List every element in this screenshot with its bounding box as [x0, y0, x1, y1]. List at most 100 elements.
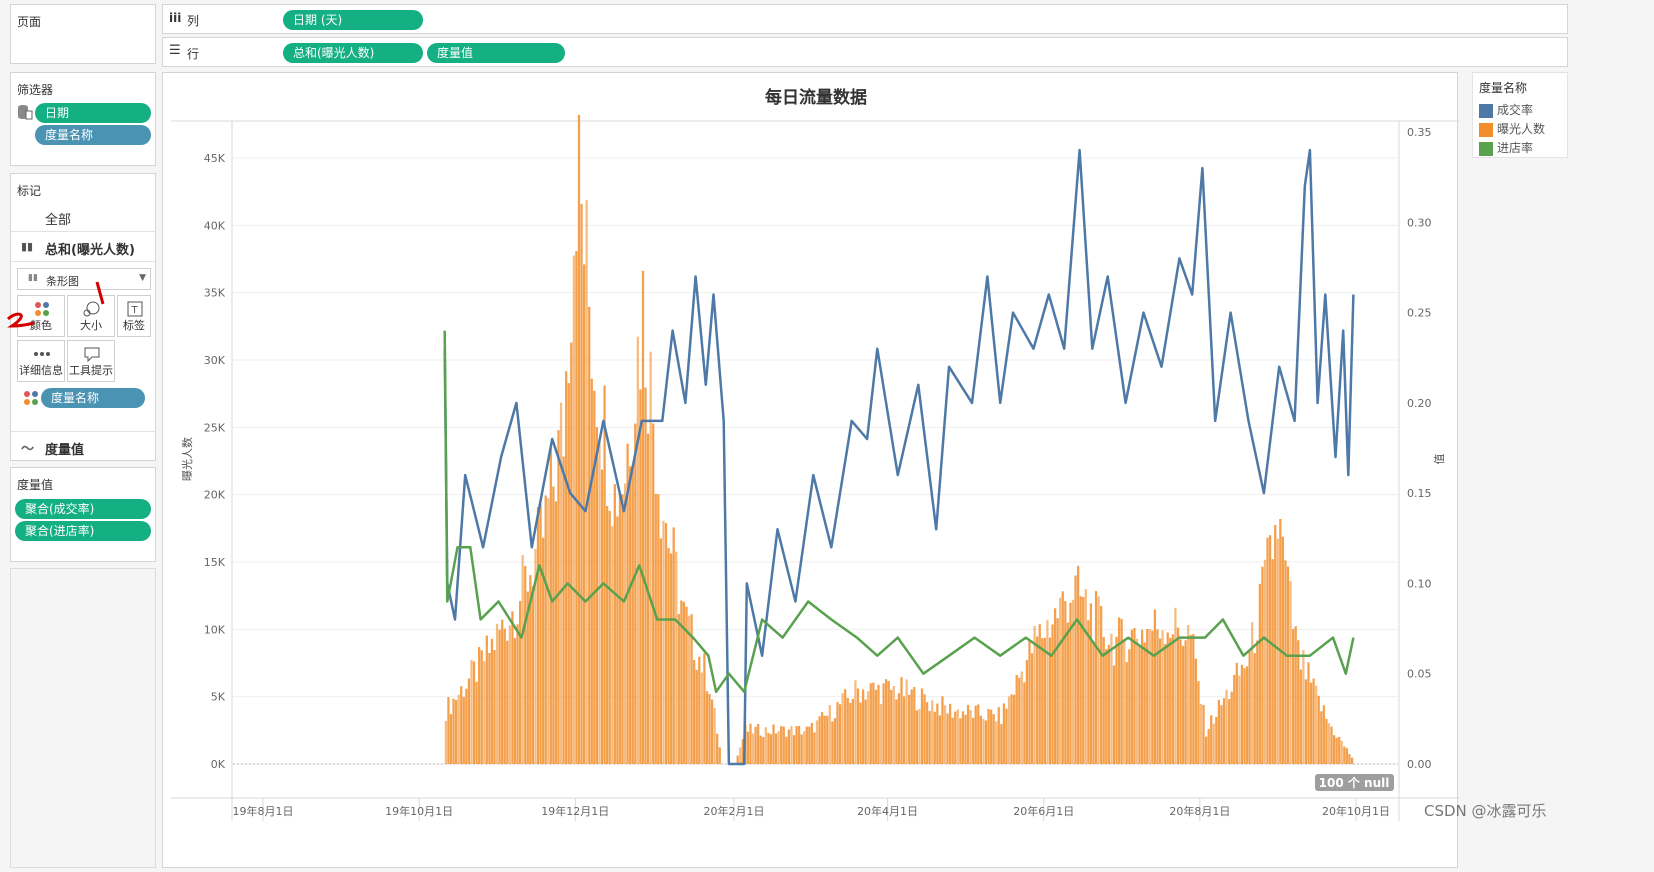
bar-exposure — [698, 656, 701, 764]
tooltip-button[interactable]: 工具提示 — [67, 340, 115, 382]
bar-exposure — [695, 669, 698, 764]
bar-exposure — [649, 351, 652, 764]
bar-exposure — [741, 739, 744, 764]
bar-exposure — [925, 702, 929, 764]
bar-exposure — [1130, 629, 1134, 764]
filter-pill-measure-names[interactable]: 度量名称 — [35, 125, 151, 145]
bar-exposure — [577, 114, 581, 764]
bar-exposure — [1143, 642, 1146, 764]
bar-exposure — [572, 255, 575, 765]
filter-pill-date[interactable]: 日期 — [35, 103, 151, 123]
bar-exposure — [636, 336, 639, 764]
bar-exposure — [864, 699, 867, 764]
bar-exposure — [593, 390, 596, 764]
bar-exposure — [849, 703, 852, 764]
bar-exposure — [1179, 639, 1182, 764]
bar-exposure — [1171, 634, 1174, 764]
bar-exposure — [626, 443, 629, 764]
bar-exposure — [785, 736, 788, 764]
bar-exposure — [1066, 622, 1070, 764]
bar-exposure — [1174, 607, 1177, 764]
bar-exposure — [1243, 668, 1246, 764]
x-tick-label: 20年4月1日 — [857, 804, 918, 818]
columns-shelf[interactable]: iii 列 日期 (天) — [162, 4, 1568, 34]
legend-panel[interactable]: 度量名称 成交率 曝光人数 进店率 — [1472, 72, 1568, 158]
bar-exposure — [1194, 658, 1197, 764]
bar-exposure — [565, 371, 568, 764]
color-button-label: 颜色 — [30, 319, 52, 332]
measure-values-panel[interactable]: 度量值 聚合(成交率) 聚合(进店率) — [10, 467, 156, 562]
legend-item-conversion[interactable]: 成交率 — [1479, 101, 1533, 118]
rows-shelf[interactable]: ☰ 行 总和(曝光人数) 度量值 — [162, 37, 1568, 67]
label-button[interactable]: T 标签 — [117, 295, 151, 337]
color-button[interactable]: 颜色 — [17, 295, 65, 337]
size-button[interactable]: 大小 — [67, 295, 115, 337]
bar-exposure — [1204, 736, 1208, 764]
chart-svg[interactable]: 每日流量数据 0K 5K 10K 15K 20K 25K 30K 35K 40K 45K 0.00… — [163, 73, 1459, 869]
bar-exposure — [977, 704, 980, 764]
chart-container[interactable]: 每日流量数据 0K 5K 10K 15K 20K 25K 30K 35K 40K 45K 0.00… — [162, 72, 1459, 869]
bar-exposure — [1076, 565, 1080, 764]
bar-exposure — [1266, 537, 1269, 764]
bar-exposure — [1332, 735, 1336, 764]
bar-exposure — [938, 715, 942, 764]
marks-exposure-tab[interactable]: ▮▮ 总和(曝光人数) — [11, 232, 155, 262]
marks-panel[interactable]: 标记 全部 ▮▮ 总和(曝光人数) ▮▮ 条形图 ▼ 颜色 大小 T 标签 详细… — [10, 173, 156, 461]
bar-exposure — [1125, 662, 1128, 764]
y2-tick-label: 0.00 — [1407, 758, 1432, 771]
bar-exposure — [1192, 633, 1195, 764]
y-tick-label: 35K — [204, 287, 226, 300]
bar-exposure — [1112, 665, 1116, 764]
color-dots-icon — [35, 302, 49, 316]
bar-exposure — [582, 264, 586, 764]
bar-exposure — [631, 467, 634, 764]
bar-exposure — [534, 548, 537, 764]
bar-exposure — [539, 504, 542, 764]
pages-panel[interactable]: 页面 — [10, 4, 156, 64]
bar-exposure — [1220, 705, 1223, 764]
rows-pill-measure-values[interactable]: 度量值 — [427, 43, 565, 63]
legend-item-entry[interactable]: 进店率 — [1479, 139, 1533, 156]
annotation-stroke-1 — [95, 281, 105, 305]
bar-exposure — [1294, 626, 1297, 764]
bar-exposure — [969, 709, 972, 764]
legend-item-exposure[interactable]: 曝光人数 — [1479, 120, 1545, 137]
measure-pill-entry[interactable]: 聚合(进店率) — [15, 521, 151, 541]
bar-exposure — [557, 430, 560, 764]
database-filter-icon — [18, 105, 33, 120]
marks-all-tab[interactable]: 全部 — [11, 202, 155, 232]
bar-exposure — [879, 704, 883, 764]
bar-exposure — [654, 493, 657, 764]
marks-measure-values-tab[interactable]: 〜 度量值 — [11, 431, 155, 461]
bar-exposure — [580, 203, 583, 764]
x-tick-label: 19年12月1日 — [541, 804, 609, 818]
marks-color-pill[interactable]: 度量名称 — [41, 388, 145, 408]
rows-pill-exposure[interactable]: 总和(曝光人数) — [283, 43, 423, 63]
y-tick-label: 30K — [204, 354, 226, 367]
bar-exposure — [1248, 650, 1251, 764]
bar-exposure — [1315, 685, 1318, 764]
x-tick-label: 20年2月1日 — [703, 804, 764, 818]
bar-exposure — [682, 601, 686, 764]
null-badge-bg[interactable] — [1315, 774, 1394, 791]
columns-pill-date[interactable]: 日期 (天) — [283, 10, 423, 30]
bar-exposure — [989, 709, 993, 764]
null-badge-text[interactable]: 100 个 null — [1319, 775, 1390, 790]
y-tick-label: 20K — [204, 489, 226, 502]
bar-exposure — [1184, 640, 1187, 764]
bar-exposure — [590, 378, 593, 764]
mark-type-dropdown[interactable]: ▮▮ 条形图 ▼ — [17, 268, 151, 290]
bar-exposure — [488, 653, 491, 764]
measure-pill-conversion[interactable]: 聚合(成交率) — [15, 499, 151, 519]
marks-title: 标记 — [17, 184, 42, 198]
bar-exposure — [997, 707, 1000, 764]
y-axis-title: 曝光人数 — [180, 437, 194, 481]
bar-exposure — [951, 717, 954, 764]
bar-exposure — [575, 251, 578, 764]
bar-exposure — [1202, 704, 1205, 764]
bar-exposure — [480, 650, 483, 764]
bar-exposure — [1181, 646, 1185, 764]
bar-exposure — [1135, 638, 1139, 764]
filters-panel[interactable]: 筛选器 日期 度量名称 — [10, 72, 156, 166]
detail-button[interactable]: 详细信息 — [17, 340, 65, 382]
